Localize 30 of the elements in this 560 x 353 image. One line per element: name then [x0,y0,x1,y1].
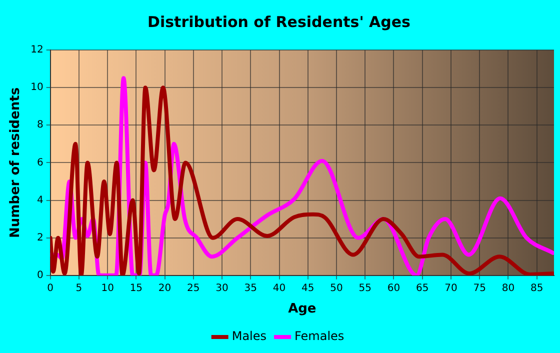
x-tick-label: 35 [244,282,258,294]
x-tick-label: 25 [187,282,200,294]
chart-title: Distribution of Residents' Ages [148,12,411,31]
x-tick-label: 85 [530,282,544,294]
x-tick-label: 0 [47,282,54,294]
y-tick-label: 6 [36,157,44,168]
legend-label: Males [232,329,267,344]
x-tick-label: 40 [272,282,286,294]
y-tick-label: 10 [30,82,44,94]
y-tick-label: 4 [36,194,44,206]
y-tick-label: 8 [36,120,44,131]
x-tick-label: 55 [358,282,372,294]
x-tick-label: 30 [216,282,228,294]
x-tick-label: 80 [502,282,515,294]
x-axis-title: Age [288,302,316,317]
y-tick-label: 2 [36,232,44,244]
x-tick-label: 5 [76,282,82,294]
y-axis-title: Number of residents [8,87,24,238]
x-tick-label: 70 [444,282,458,294]
x-tick-label: 60 [387,282,400,294]
x-tick-label: 45 [302,282,314,294]
legend-label: Females [294,329,344,344]
x-tick-label: 65 [416,282,429,294]
x-tick-label: 75 [473,282,486,294]
x-tick-label: 15 [130,282,143,294]
y-tick-label: 12 [30,44,44,56]
x-tick-label: 20 [158,282,172,294]
x-tick-label: 50 [330,282,343,294]
x-tick-label: 10 [101,282,114,294]
y-tick-label: 0 [36,270,44,281]
